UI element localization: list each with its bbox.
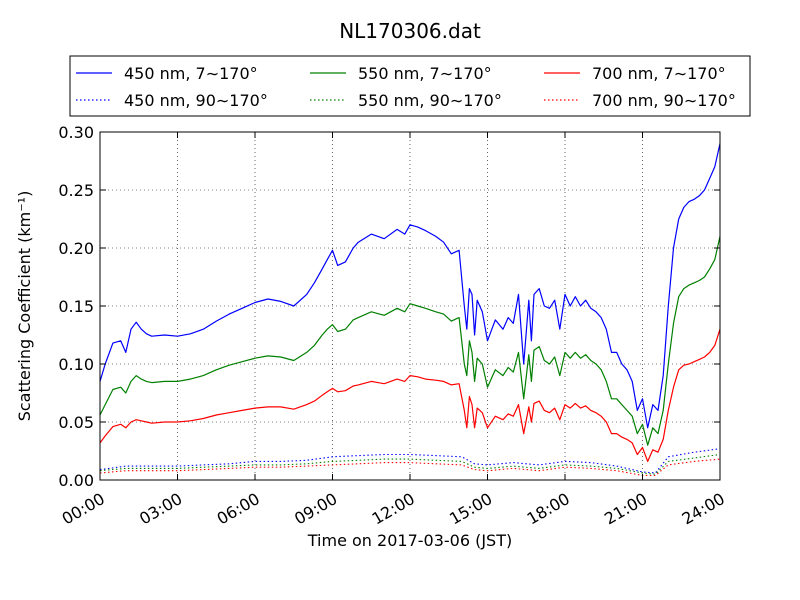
grid xyxy=(100,132,720,480)
series-line-450-nm-7-170 xyxy=(99,143,721,429)
x-tick-label: 12:00 xyxy=(369,489,418,529)
legend-label: 700 nm, 7∼170° xyxy=(592,64,726,83)
y-tick-label: 0.00 xyxy=(58,471,94,490)
x-tick-label: 09:00 xyxy=(291,489,340,529)
y-axis-label: Scattering Coefficient (km⁻¹) xyxy=(15,191,34,422)
legend-label: 450 nm, 90∼170° xyxy=(124,91,268,110)
legend-label: 550 nm, 7∼170° xyxy=(358,64,492,83)
x-tick-label: 00:00 xyxy=(59,489,108,529)
x-tick-label: 24:00 xyxy=(679,489,728,529)
series-line-700-nm-7-170 xyxy=(99,329,721,462)
legend-frame xyxy=(69,55,751,117)
series-line-450-nm-90-170-dotted xyxy=(99,448,721,474)
y-tick-label: 0.10 xyxy=(58,355,94,374)
x-tick-label: 03:00 xyxy=(136,489,185,529)
x-axis-label: Time on 2017-03-06 (JST) xyxy=(307,531,512,550)
y-tick-label: 0.05 xyxy=(58,413,94,432)
legend: 450 nm, 7∼170° 550 nm, 7∼170° 700 nm, 7∼17… xyxy=(69,55,751,117)
x-tick-label: 06:00 xyxy=(214,489,263,529)
y-tick-label: 0.30 xyxy=(58,123,94,142)
y-tick-label: 0.20 xyxy=(58,239,94,258)
series-line-700-nm-90-170-dotted xyxy=(99,458,721,476)
y-tick-label: 0.25 xyxy=(58,181,94,200)
x-tick-label: 15:00 xyxy=(446,489,495,529)
axis-ticks: 00:00 03:00 06:00 09:00 12:00 15:00 18:00 21:00… xyxy=(58,123,728,529)
y-tick-label: 0.15 xyxy=(58,297,94,316)
legend-label: 550 nm, 90∼170° xyxy=(358,91,502,110)
legend-label: 700 nm, 90∼170° xyxy=(592,91,736,110)
series-line-550-nm-90-170-dotted xyxy=(99,453,721,475)
legend-label: 450 nm, 7∼170° xyxy=(124,64,258,83)
x-tick-label: 18:00 xyxy=(524,489,573,529)
x-tick-label: 21:00 xyxy=(601,489,650,529)
series-layer xyxy=(99,143,721,476)
series-line-550-nm-7-170 xyxy=(99,236,721,446)
chart-title: NL170306.dat xyxy=(339,19,481,43)
